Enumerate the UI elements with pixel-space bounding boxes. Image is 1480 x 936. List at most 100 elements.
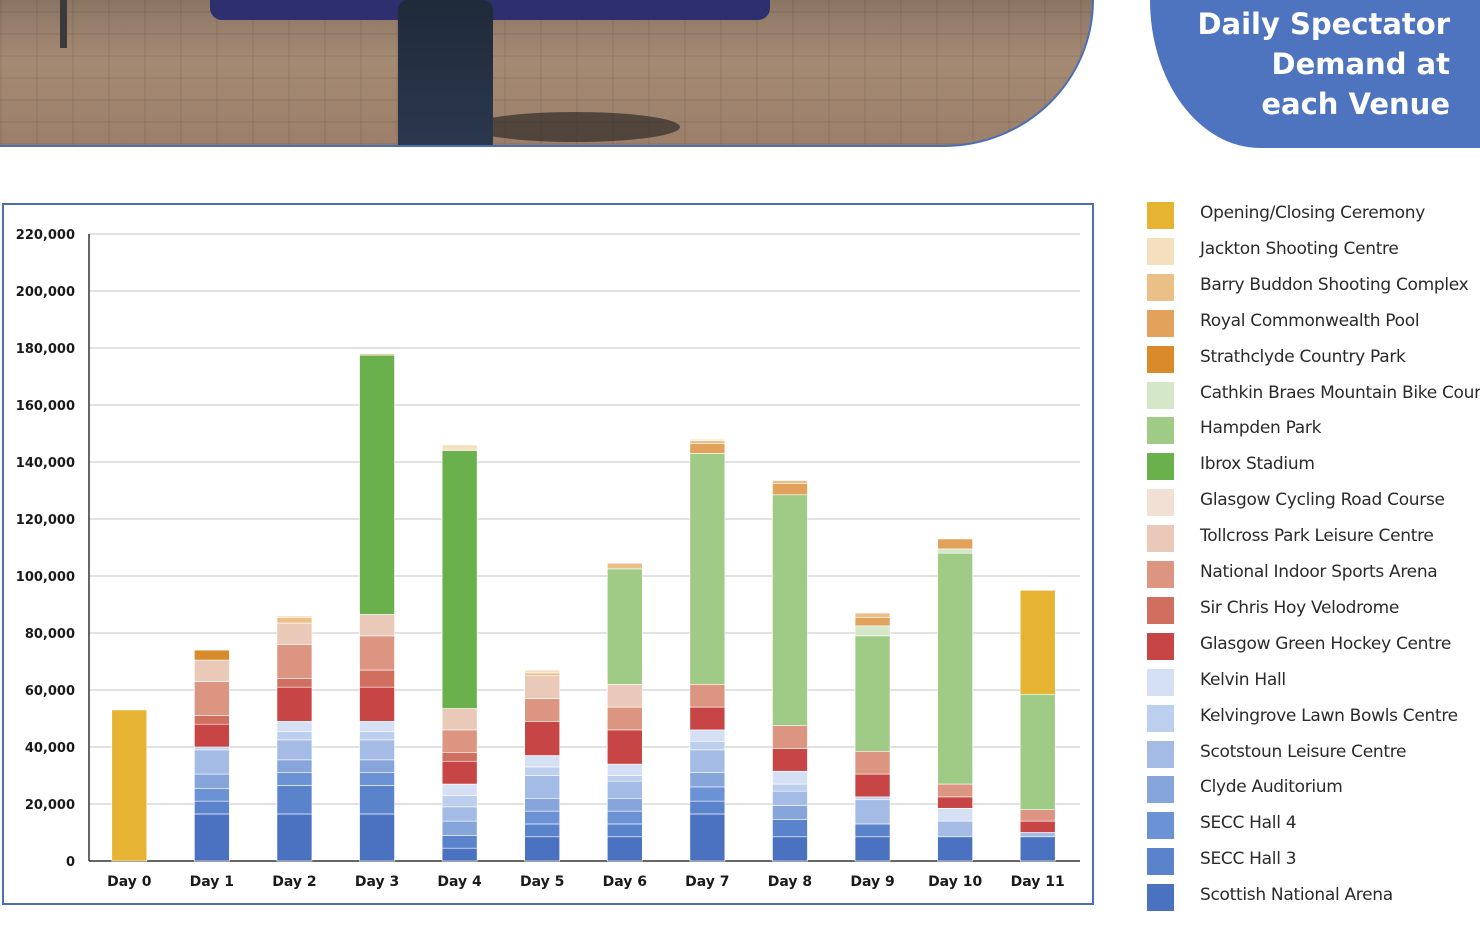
x-tick-label: Day 2 — [272, 874, 316, 890]
bar-segment — [937, 552, 973, 785]
bar-segment — [524, 672, 561, 677]
title-line-1: Daily Spectator — [1197, 7, 1450, 41]
bar-segment — [689, 453, 726, 685]
x-tick-label: Day 5 — [520, 874, 564, 890]
bar-segment — [854, 625, 891, 637]
legend-swatch — [1147, 668, 1174, 696]
bar-segment — [1019, 820, 1056, 833]
legend-label: Sir Chris Hoy Velodrome — [1200, 597, 1399, 618]
bar-segment — [359, 669, 395, 688]
bar-segment — [276, 622, 313, 645]
y-tick-label: 60,000 — [25, 684, 75, 699]
bar-segment — [359, 635, 395, 671]
bar-segment — [606, 683, 643, 708]
bar-segment — [1019, 589, 1056, 695]
bar-segment — [937, 820, 973, 838]
legend-swatch — [1147, 596, 1174, 624]
bar-segment — [606, 763, 643, 776]
bar-segment — [606, 797, 643, 812]
bar-segment — [276, 772, 313, 786]
bar-segment — [854, 773, 891, 798]
bar-segment — [689, 813, 726, 862]
y-tick-label: 140,000 — [16, 456, 75, 471]
chart-frame: 0 20,000 40,000 60,000 80,000 100,000 120,000 1… — [2, 203, 1094, 905]
bar-segment — [111, 709, 148, 862]
bar-segment — [937, 836, 973, 862]
bar-segment — [1019, 693, 1056, 810]
bar-segment — [276, 678, 313, 688]
header-photo — [0, 0, 1094, 147]
bar-segment — [689, 438, 726, 441]
legend-item: Clyde Auditorium — [1147, 770, 1480, 806]
y-tick-label: 220,000 — [16, 228, 75, 243]
bar-segment — [606, 729, 643, 765]
legend-swatch — [1147, 561, 1174, 588]
bar-segment — [276, 686, 313, 722]
legend-swatch — [1147, 202, 1174, 229]
legend-label: Ibrox Stadium — [1200, 454, 1315, 475]
legend-item: Barry Buddon Shooting Complex — [1147, 268, 1480, 304]
bar-segment — [359, 739, 395, 761]
legend-item: Hampden Park — [1147, 411, 1480, 447]
bar-segment — [937, 548, 973, 554]
bar-segment — [359, 353, 395, 356]
bar-segment — [854, 796, 891, 801]
x-tick-label: Day 1 — [190, 874, 234, 890]
legend-label: Cathkin Braes Mountain Bike Course — [1200, 382, 1480, 403]
bar-segment — [1019, 832, 1056, 838]
bar-segment — [441, 444, 478, 450]
legend-label: Opening/Closing Ceremony — [1200, 203, 1425, 223]
title-line-2: Demand at — [1271, 47, 1450, 81]
bar-segment — [194, 788, 230, 802]
x-tick-label: Day 11 — [1011, 874, 1065, 890]
legend-item: Royal Commonwealth Pool — [1147, 304, 1480, 340]
bar-segment — [441, 450, 478, 709]
legend-item: Tollcross Park Leisure Centre — [1147, 519, 1480, 555]
x-tick-label: Day 4 — [437, 874, 482, 890]
x-tick-label: Day 0 — [107, 874, 152, 890]
bar-segment — [854, 635, 891, 752]
legend-swatch — [1147, 884, 1174, 912]
legend-item: SECC Hall 3 — [1147, 842, 1480, 878]
legend-swatch — [1147, 381, 1174, 409]
y-tick-label: 20,000 — [25, 798, 75, 813]
bar-segment — [689, 800, 726, 815]
bar-segment — [194, 813, 230, 862]
bar-segment — [606, 836, 643, 862]
bar-segment — [276, 785, 313, 815]
bar-segment — [359, 759, 395, 773]
legend-swatch — [1147, 345, 1174, 373]
legend-swatch — [1147, 273, 1174, 301]
bar-segment — [524, 775, 561, 799]
bar-segment — [194, 773, 230, 789]
bar-segment — [524, 836, 561, 862]
legend-label: Barry Buddon Shooting Complex — [1200, 274, 1469, 295]
bar-segment — [937, 807, 973, 822]
bar-segment — [689, 786, 726, 802]
legend-swatch — [1147, 489, 1174, 517]
bar-segment — [524, 766, 561, 776]
bar-segment — [689, 440, 726, 444]
bar-segment — [937, 538, 973, 550]
legend-item: Glasgow Green Hockey Centre — [1147, 627, 1480, 663]
bar-segment — [194, 723, 230, 748]
legend-swatch — [1147, 309, 1174, 337]
bar-segment — [276, 644, 313, 679]
bar-segment — [359, 731, 395, 741]
bar-segment — [359, 614, 395, 637]
bar-segment — [359, 813, 395, 862]
bar-segment — [194, 746, 230, 751]
bar-segment — [524, 823, 561, 838]
bar-segment — [276, 617, 313, 624]
bar-segment — [689, 706, 726, 731]
bar-segment — [689, 740, 726, 751]
legend-item: National Indoor Sports Arena — [1147, 555, 1480, 591]
legend-label: SECC Hall 3 — [1200, 849, 1297, 870]
bar-segment — [689, 729, 726, 742]
title-line-3: each Venue — [1261, 87, 1450, 121]
x-tick-label: Day 10 — [928, 874, 982, 890]
x-tick-label: Day 6 — [603, 874, 647, 890]
legend-item: SECC Hall 4 — [1147, 806, 1480, 842]
legend-label: Hampden Park — [1200, 418, 1322, 439]
legend-swatch — [1147, 632, 1174, 660]
